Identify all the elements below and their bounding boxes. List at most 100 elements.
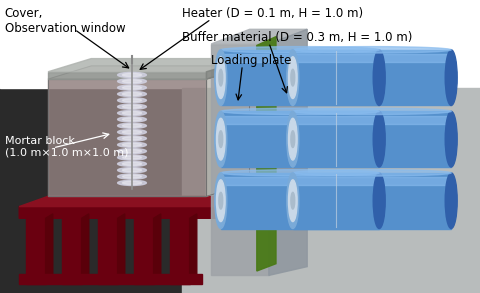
Ellipse shape [122,73,142,76]
Polygon shape [48,66,250,79]
Polygon shape [46,214,53,284]
Ellipse shape [118,130,146,135]
Ellipse shape [219,193,223,209]
Polygon shape [293,111,451,167]
Ellipse shape [118,155,146,160]
Ellipse shape [287,50,299,105]
Ellipse shape [118,161,146,166]
Ellipse shape [118,104,146,109]
Ellipse shape [215,173,227,229]
Ellipse shape [118,98,146,103]
Ellipse shape [288,57,297,98]
Ellipse shape [445,173,457,229]
Ellipse shape [122,162,142,166]
Ellipse shape [122,80,142,83]
Polygon shape [19,196,250,207]
Ellipse shape [291,131,295,147]
Ellipse shape [221,170,379,176]
Polygon shape [257,37,276,271]
Ellipse shape [122,130,142,134]
Polygon shape [98,218,118,284]
Polygon shape [26,218,46,284]
Ellipse shape [118,85,146,90]
Ellipse shape [122,168,142,172]
Ellipse shape [215,50,227,105]
Polygon shape [170,218,190,284]
Ellipse shape [221,47,379,53]
Ellipse shape [118,149,146,154]
Ellipse shape [287,173,299,229]
Polygon shape [206,66,250,196]
Polygon shape [293,177,451,185]
Ellipse shape [291,193,295,209]
Polygon shape [118,214,125,284]
Polygon shape [221,115,379,124]
Polygon shape [293,54,451,62]
Polygon shape [221,111,379,167]
Polygon shape [82,214,89,284]
Ellipse shape [122,181,142,185]
Ellipse shape [287,111,299,167]
Polygon shape [154,214,161,284]
Ellipse shape [216,180,225,222]
Polygon shape [62,218,82,284]
Ellipse shape [118,136,146,141]
Ellipse shape [122,118,142,121]
Ellipse shape [122,143,142,146]
Text: Mortar block
(1.0 m×1.0 m×1.0 m): Mortar block (1.0 m×1.0 m×1.0 m) [5,136,128,158]
Polygon shape [48,59,250,72]
Ellipse shape [122,86,142,89]
Polygon shape [293,115,451,124]
Ellipse shape [118,91,146,97]
Polygon shape [0,88,346,293]
Polygon shape [19,274,202,284]
Polygon shape [293,50,451,105]
Ellipse shape [291,69,295,86]
Polygon shape [206,59,250,79]
Ellipse shape [118,168,146,173]
Ellipse shape [373,111,385,167]
Polygon shape [48,79,206,196]
Polygon shape [293,173,451,229]
Ellipse shape [216,57,225,98]
Ellipse shape [122,111,142,115]
Polygon shape [269,29,307,275]
Ellipse shape [118,72,146,78]
Polygon shape [182,88,480,293]
Ellipse shape [219,69,223,86]
Polygon shape [221,54,379,62]
Ellipse shape [118,142,146,147]
Ellipse shape [118,174,146,179]
Polygon shape [221,173,379,229]
Ellipse shape [221,108,379,115]
Ellipse shape [122,156,142,159]
Ellipse shape [118,123,146,128]
Ellipse shape [122,149,142,153]
Ellipse shape [216,118,225,160]
Ellipse shape [118,79,146,84]
Text: Buffer material (D = 0.3 m, H = 1.0 m): Buffer material (D = 0.3 m, H = 1.0 m) [182,31,413,44]
Ellipse shape [122,105,142,108]
Ellipse shape [373,50,385,105]
Ellipse shape [373,173,385,229]
Ellipse shape [293,47,451,53]
Ellipse shape [215,111,227,167]
Polygon shape [221,177,379,185]
Text: Cover,
Observation window: Cover, Observation window [5,7,125,35]
Polygon shape [211,44,269,275]
Ellipse shape [122,175,142,178]
Ellipse shape [293,108,451,115]
Polygon shape [221,50,379,105]
Ellipse shape [445,111,457,167]
Ellipse shape [219,131,223,147]
Ellipse shape [122,99,142,102]
Polygon shape [0,0,480,88]
Ellipse shape [293,170,451,176]
Text: Heater (D = 0.1 m, H = 1.0 m): Heater (D = 0.1 m, H = 1.0 m) [182,7,363,20]
Polygon shape [48,72,206,79]
Polygon shape [134,218,154,284]
Ellipse shape [118,180,146,185]
Polygon shape [211,29,307,44]
Text: Loading plate: Loading plate [211,54,291,67]
Polygon shape [19,196,250,218]
